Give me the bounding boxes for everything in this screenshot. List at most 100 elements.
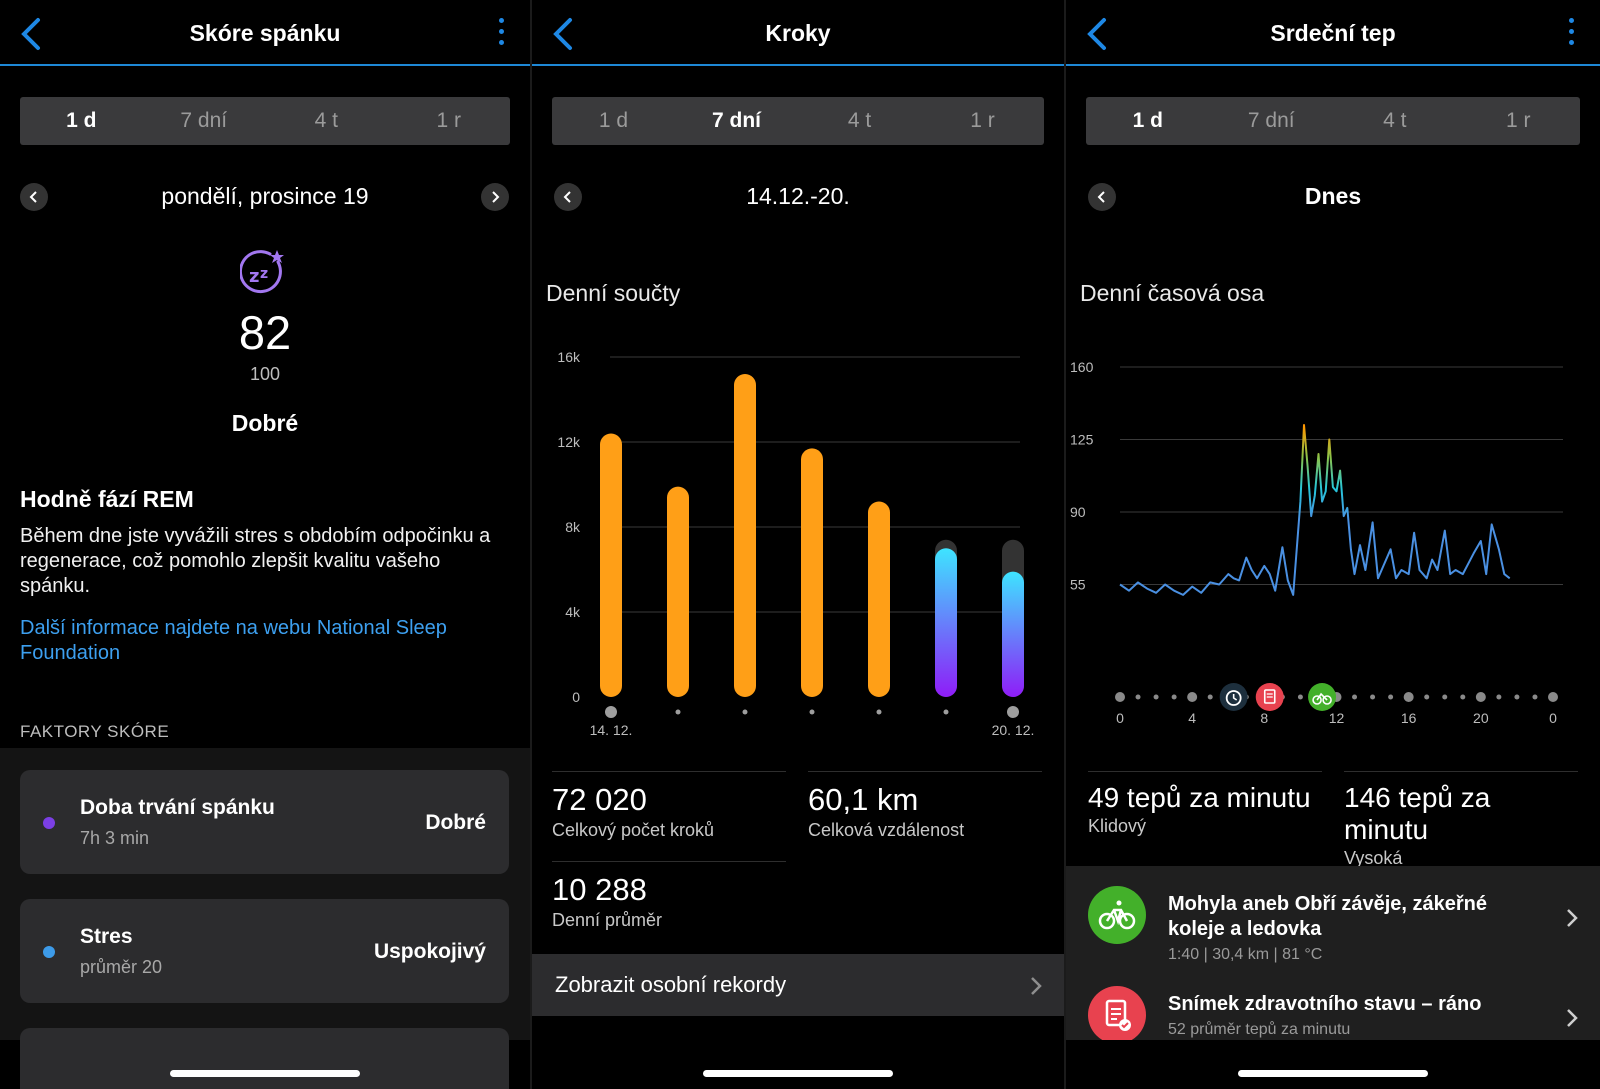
period-selector: 1 d 7 dní 4 t 1 r bbox=[1086, 97, 1580, 145]
bike-wheel bbox=[1312, 695, 1322, 705]
heart-rate-line-chart: 55 90 125 160 0 4 8 12 16 20 0 bbox=[1070, 359, 1563, 726]
y-tick-label: 90 bbox=[1070, 504, 1086, 520]
alarm-icon bbox=[1219, 683, 1248, 711]
tab-1y[interactable]: 1 r bbox=[1505, 109, 1531, 132]
health-snapshot-icon bbox=[1255, 683, 1284, 711]
back-chevron-icon bbox=[553, 18, 572, 50]
chevron-right-icon bbox=[1567, 909, 1578, 927]
resting-hr-value: 49 tepů za minutu bbox=[1088, 782, 1311, 813]
x-axis-dot bbox=[675, 709, 681, 715]
page-title: Srdeční tep bbox=[1270, 20, 1396, 46]
date-label: 14.12.-20. bbox=[746, 183, 850, 209]
x-tick-label: 4 bbox=[1188, 710, 1196, 726]
page-title: Skóre spánku bbox=[189, 20, 341, 46]
sleep-zz-icon: z z bbox=[240, 250, 284, 294]
factor-card-duration[interactable]: Doba trvání spánku 7h 3 min Dobré bbox=[20, 770, 509, 874]
time-axis-dot bbox=[1514, 694, 1520, 700]
bike-icon bbox=[1088, 886, 1146, 944]
x-tick-label: 20. 12. bbox=[992, 722, 1035, 738]
factor-card-stress[interactable]: Stres průměr 20 Uspokojivý bbox=[20, 899, 509, 1003]
high-hr-value: 146 tepů za minutu bbox=[1344, 782, 1491, 845]
chevron-left-icon bbox=[29, 191, 37, 203]
time-axis-dot bbox=[1496, 694, 1502, 700]
y-tick-label: 12k bbox=[557, 434, 581, 450]
y-tick-label: 4k bbox=[565, 604, 581, 620]
activity-sub: 52 průměr tepů za minutu bbox=[1168, 1021, 1351, 1038]
bike-icon bbox=[1308, 683, 1337, 711]
x-axis-dot bbox=[943, 709, 949, 715]
tab-7d[interactable]: 7 dní bbox=[180, 109, 228, 132]
back-button[interactable] bbox=[14, 14, 50, 54]
bar bbox=[1002, 571, 1024, 697]
time-axis-dot bbox=[1187, 692, 1198, 702]
prev-date-button[interactable] bbox=[1088, 183, 1116, 211]
time-axis-dot bbox=[1548, 692, 1558, 702]
activity-item-health-snapshot[interactable]: Snímek zdravotního stavu – ráno 52 průmě… bbox=[1066, 966, 1600, 1040]
header: Srdeční tep bbox=[1066, 0, 1600, 66]
tab-7d[interactable]: 7 dní bbox=[711, 109, 761, 132]
activity-name: Mohyla aneb Obří závěje, zákeřné koleje … bbox=[1168, 893, 1488, 940]
personal-records-label: Zobrazit osobní rekordy bbox=[555, 972, 787, 997]
resting-hr-label: Klidový bbox=[1088, 816, 1147, 836]
prev-date-button[interactable] bbox=[554, 183, 582, 211]
daily-average-label: Denní průměr bbox=[552, 910, 663, 930]
total-steps-label: Celkový počet kroků bbox=[552, 820, 715, 840]
home-indicator[interactable] bbox=[1238, 1070, 1428, 1077]
home-indicator[interactable] bbox=[703, 1070, 893, 1077]
time-axis-dot bbox=[1297, 694, 1303, 700]
chevron-right-icon bbox=[492, 191, 500, 203]
tab-1d[interactable]: 1 d bbox=[598, 109, 629, 132]
back-button[interactable] bbox=[1080, 14, 1116, 54]
factor-sub: průměr 20 bbox=[80, 957, 163, 977]
back-button[interactable] bbox=[546, 14, 582, 54]
y-tick-label: 16k bbox=[557, 349, 581, 365]
tab-4w[interactable]: 4 t bbox=[1383, 109, 1407, 132]
tab-7d[interactable]: 7 dní bbox=[1247, 109, 1295, 132]
activity-item-ride[interactable]: Mohyla aneb Obří závěje, zákeřné koleje … bbox=[1066, 866, 1600, 966]
svg-text:z: z bbox=[249, 266, 259, 287]
tab-4w[interactable]: 4 t bbox=[847, 109, 872, 132]
tab-1d[interactable]: 1 d bbox=[1132, 109, 1163, 132]
factor-dot bbox=[43, 817, 55, 829]
insight-body: Během dne jste vyvážili stres s obdobím … bbox=[20, 525, 491, 597]
stat-distance: 60,1 km Celková vzdálenost bbox=[808, 771, 1042, 841]
x-axis-dot bbox=[809, 709, 815, 715]
bar bbox=[667, 486, 689, 697]
tab-1y[interactable]: 1 r bbox=[970, 109, 995, 132]
x-axis-dot bbox=[742, 709, 748, 715]
more-options-icon[interactable] bbox=[1564, 18, 1578, 52]
factor-card-partial[interactable] bbox=[20, 1028, 509, 1089]
x-tick-label: 16 bbox=[1401, 710, 1417, 726]
y-tick-label: 0 bbox=[572, 689, 580, 705]
chevron-right-icon bbox=[1031, 977, 1042, 995]
tab-4w[interactable]: 4 t bbox=[314, 109, 338, 132]
bar bbox=[600, 433, 622, 697]
tab-1y[interactable]: 1 r bbox=[436, 109, 461, 132]
home-indicator[interactable] bbox=[170, 1070, 360, 1077]
time-axis-dot bbox=[1475, 692, 1486, 702]
tab-1d[interactable]: 1 d bbox=[66, 109, 97, 132]
prev-date-button[interactable] bbox=[20, 183, 48, 211]
sleep-score-screen: Skóre spánku 1 d 7 dní 4 t 1 r pondělí, … bbox=[0, 0, 530, 1089]
steps-screen: Kroky 1 d 7 dní 4 t 1 r 14.12.-20. Denní… bbox=[532, 0, 1064, 1089]
stat-high-hr: 146 tepů za minutu Vysoká bbox=[1344, 771, 1578, 869]
factor-name: Doba trvání spánku bbox=[80, 796, 275, 819]
time-axis-dot bbox=[1115, 692, 1125, 702]
next-date-button[interactable] bbox=[481, 183, 509, 211]
x-tick-label: 12 bbox=[1329, 710, 1345, 726]
time-axis-dot bbox=[1153, 694, 1159, 700]
more-options-icon[interactable] bbox=[494, 18, 508, 52]
chevron-right-icon bbox=[1567, 1009, 1578, 1027]
factor-dot bbox=[43, 946, 55, 958]
insight-link[interactable]: Další informace najdete na webu National… bbox=[20, 617, 447, 664]
time-axis-dot bbox=[1171, 694, 1177, 700]
chevron-left-icon bbox=[563, 191, 571, 203]
header: Skóre spánku bbox=[0, 0, 530, 66]
alarm-hands bbox=[1232, 694, 1238, 701]
personal-records-button[interactable]: Zobrazit osobní rekordy bbox=[532, 954, 1064, 1016]
bar bbox=[868, 501, 890, 697]
bar bbox=[734, 374, 756, 697]
snapshot-lines bbox=[1266, 693, 1273, 698]
time-axis-dot bbox=[1352, 694, 1358, 700]
x-tick-label: 20 bbox=[1473, 710, 1489, 726]
